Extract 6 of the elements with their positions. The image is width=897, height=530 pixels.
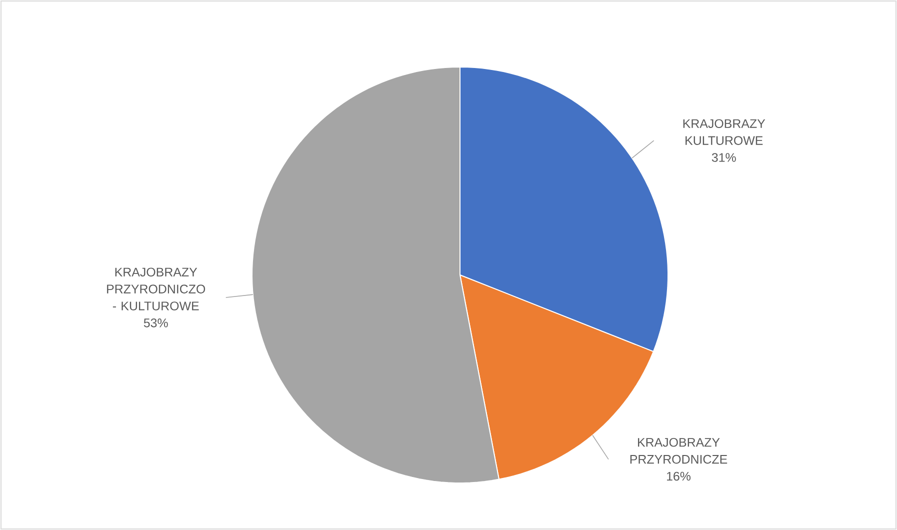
- slice-label: KRAJOBRAZY KULTUROWE: [683, 119, 766, 145]
- slice-label: KRAJOBRAZY PRZYRODNICZO - KULTUROWE: [107, 268, 206, 310]
- data-label: 31%: [712, 153, 736, 162]
- data-label: 53%: [144, 318, 168, 328]
- slice-label: KRAJOBRAZY PRZYRODNICZE: [630, 438, 728, 464]
- data-label: 16%: [666, 472, 691, 481]
